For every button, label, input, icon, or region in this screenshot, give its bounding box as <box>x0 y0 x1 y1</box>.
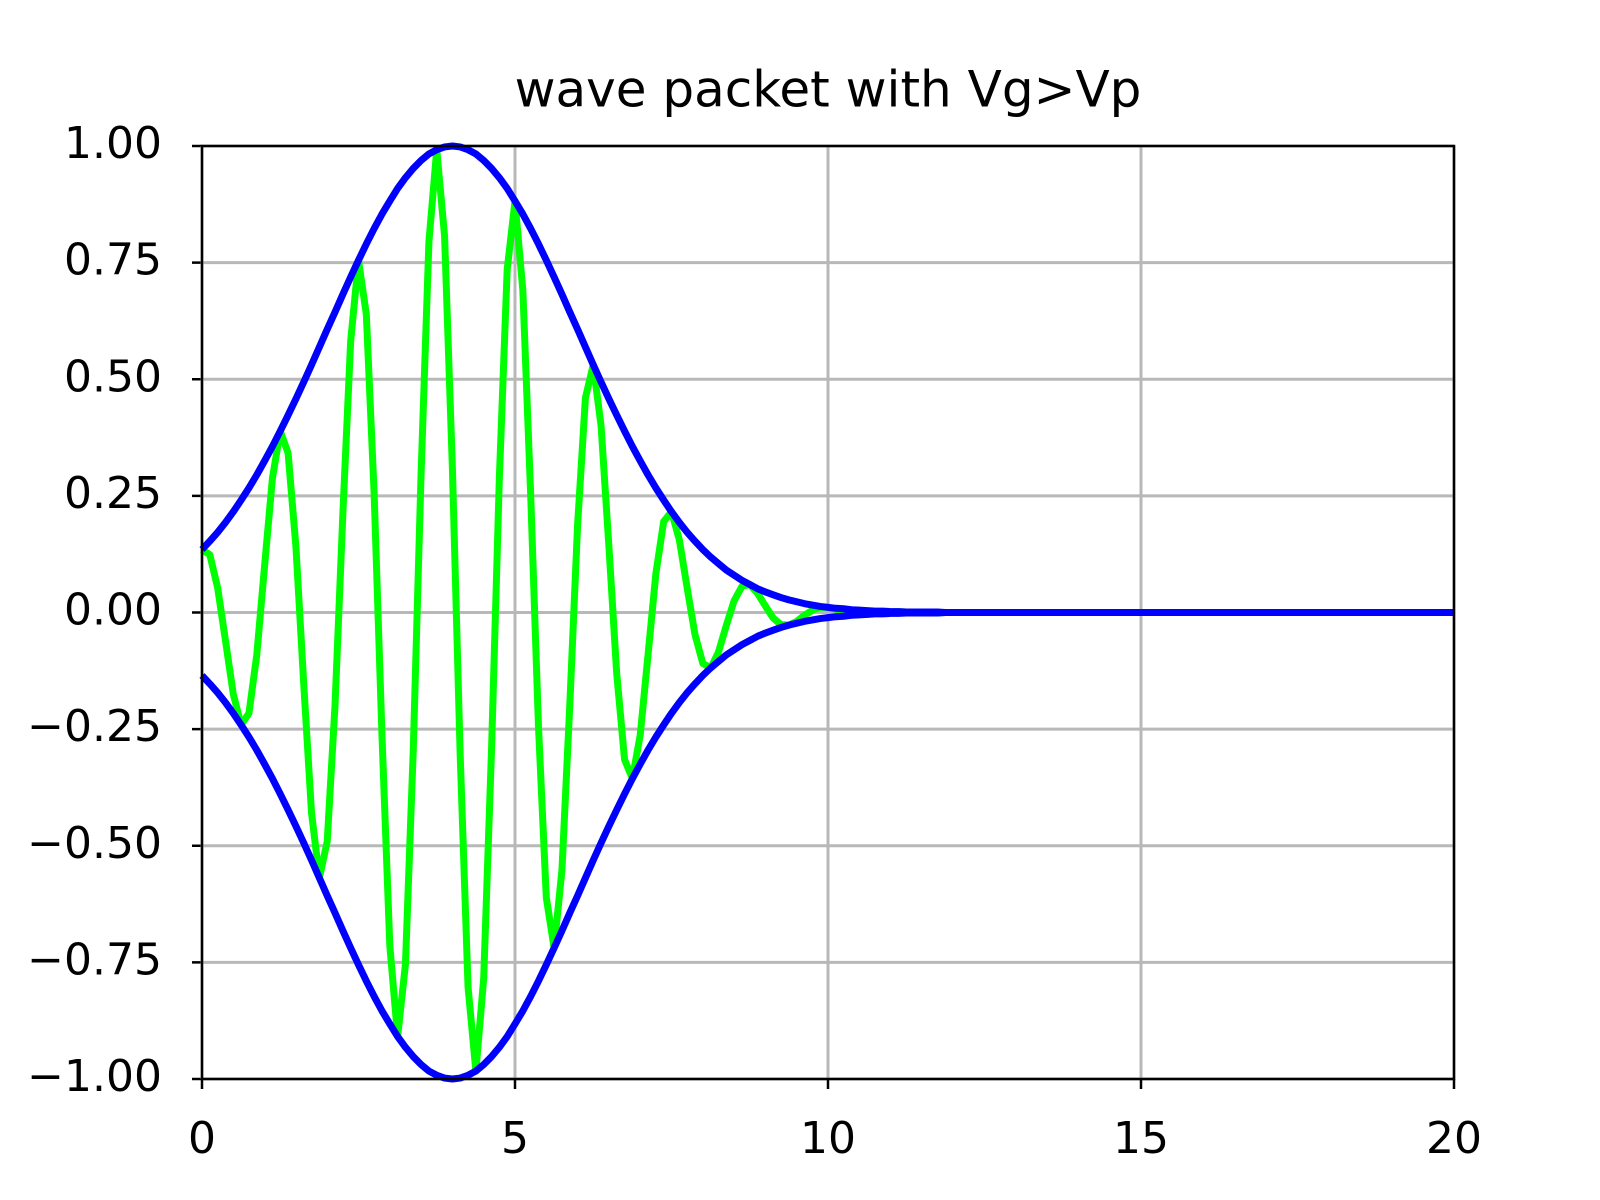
line-series <box>199 609 1454 1083</box>
y-tick-label: −0.25 <box>27 701 162 752</box>
y-tick-label: 0.50 <box>64 351 162 402</box>
x-tick-label: 5 <box>501 1113 529 1164</box>
y-tick-label: −1.00 <box>27 1051 162 1102</box>
y-tick-label: −0.75 <box>27 934 162 985</box>
chart-title: wave packet with Vg>Vp <box>515 61 1142 119</box>
x-tick-label: 20 <box>1426 1113 1482 1164</box>
y-tick-label: 0.25 <box>64 468 162 519</box>
y-tick-label: 0.00 <box>64 585 162 636</box>
y-tick-label: 1.00 <box>64 118 162 169</box>
plot-frame <box>200 144 1456 1081</box>
line-series <box>199 142 1454 616</box>
x-tick-label: 15 <box>1113 1113 1169 1164</box>
y-tick-label: −0.50 <box>27 818 162 869</box>
x-tick-label: 10 <box>800 1113 856 1164</box>
x-tick-label: 0 <box>188 1113 216 1164</box>
y-tick-label: 0.75 <box>64 235 162 286</box>
